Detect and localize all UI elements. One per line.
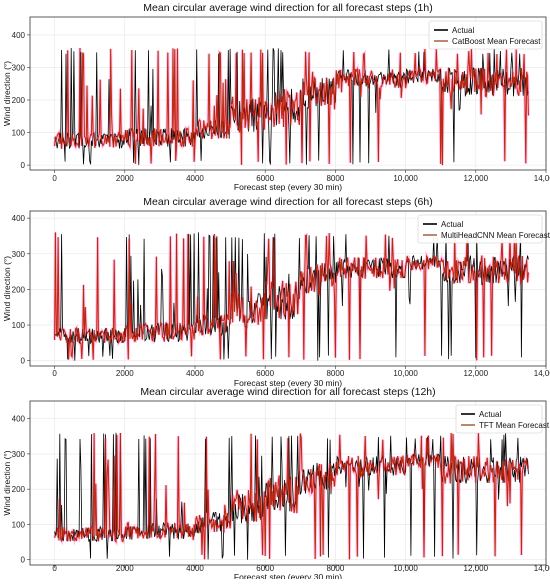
x-tick-label: 6000 — [256, 369, 274, 378]
legend-box — [428, 20, 543, 50]
y-axis-label: Wind direction (°) — [2, 256, 12, 321]
chart-panel: 0 2000 4000 6000 8000 10,000 12,000 14,000 0 100 2… — [2, 196, 550, 388]
y-tick-label: 0 — [21, 556, 26, 565]
x-axis-label: Forecast step (every 30 min) — [234, 572, 342, 579]
legend-label: Actual — [441, 220, 463, 229]
x-tick-label: 0 — [52, 564, 57, 573]
y-tick-label: 400 — [12, 31, 26, 40]
plot-frame — [29, 400, 547, 566]
x-tick-label: 6000 — [256, 174, 274, 183]
plot-frame — [29, 210, 547, 367]
plot-series-group — [53, 47, 530, 166]
forecast-series-line — [54, 232, 529, 361]
x-tick-label: 10,000 — [393, 369, 418, 378]
x-tick-label: 14,000 — [534, 174, 550, 183]
legend-box — [455, 404, 543, 434]
x-tick-label: 4000 — [186, 369, 204, 378]
legend-box — [417, 214, 543, 244]
forecast-series-line — [54, 47, 529, 166]
x-tick-label: 12,000 — [464, 369, 489, 378]
chart-panel: 0 2000 4000 6000 8000 10,000 12,000 14,000 0 100 2… — [2, 2, 550, 192]
plot-series-group — [53, 432, 530, 560]
legend-label: CatBoost Mean Forecast — [452, 37, 541, 46]
legend-label: MultiHeadCNN Mean Forecast — [441, 231, 550, 240]
x-tick-label: 12,000 — [464, 564, 489, 573]
y-tick-label: 200 — [12, 485, 26, 494]
y-tick-label: 200 — [12, 285, 26, 294]
x-tick-label: 6000 — [256, 564, 274, 573]
x-tick-label: 14,000 — [534, 564, 550, 573]
y-tick-label: 100 — [12, 321, 26, 330]
y-axis-label: Wind direction (°) — [2, 450, 12, 515]
x-tick-label: 0 — [52, 174, 57, 183]
forecast-series-line — [54, 432, 529, 560]
y-tick-label: 200 — [12, 96, 26, 105]
chart-title: Mean circular average wind direction for… — [143, 196, 432, 208]
legend-label: TFT Mean Forecast — [479, 421, 550, 430]
x-tick-label: 2000 — [116, 564, 134, 573]
chart-title: Mean circular average wind direction for… — [140, 386, 435, 398]
legend-label: Actual — [452, 26, 474, 35]
x-tick-label: 14,000 — [534, 369, 550, 378]
x-tick-label: 8000 — [326, 564, 344, 573]
x-axis-label: Forecast step (every 30 min) — [234, 182, 342, 192]
y-tick-label: 100 — [12, 129, 26, 138]
y-tick-label: 300 — [12, 250, 26, 259]
actual-series-line — [54, 47, 529, 166]
x-tick-label: 4000 — [186, 174, 204, 183]
x-tick-label: 10,000 — [393, 564, 418, 573]
y-tick-label: 400 — [12, 214, 26, 223]
x-tick-label: 8000 — [326, 369, 344, 378]
chart-title: Mean circular average wind direction for… — [143, 2, 432, 14]
y-tick-label: 0 — [21, 357, 26, 366]
y-tick-label: 100 — [12, 520, 26, 529]
x-axis-label: Forecast step (every 30 min) — [234, 378, 342, 388]
x-tick-label: 2000 — [116, 174, 134, 183]
legend-label: Actual — [479, 410, 501, 419]
plot-series-group — [53, 232, 530, 362]
x-tick-label: 10,000 — [393, 174, 418, 183]
x-tick-label: 2000 — [116, 369, 134, 378]
x-tick-label: 0 — [52, 369, 57, 378]
x-tick-label: 8000 — [326, 174, 344, 183]
x-tick-label: 12,000 — [464, 174, 489, 183]
x-tick-label: 4000 — [186, 564, 204, 573]
y-axis-label: Wind direction (°) — [2, 61, 12, 126]
plot-frame — [29, 16, 547, 171]
y-tick-label: 300 — [12, 450, 26, 459]
y-tick-label: 300 — [12, 63, 26, 72]
y-tick-label: 0 — [21, 161, 26, 170]
y-tick-label: 400 — [12, 415, 26, 424]
chart-panel: 0 2000 4000 6000 8000 10,000 12,000 14,000 0 100 2… — [2, 386, 550, 582]
